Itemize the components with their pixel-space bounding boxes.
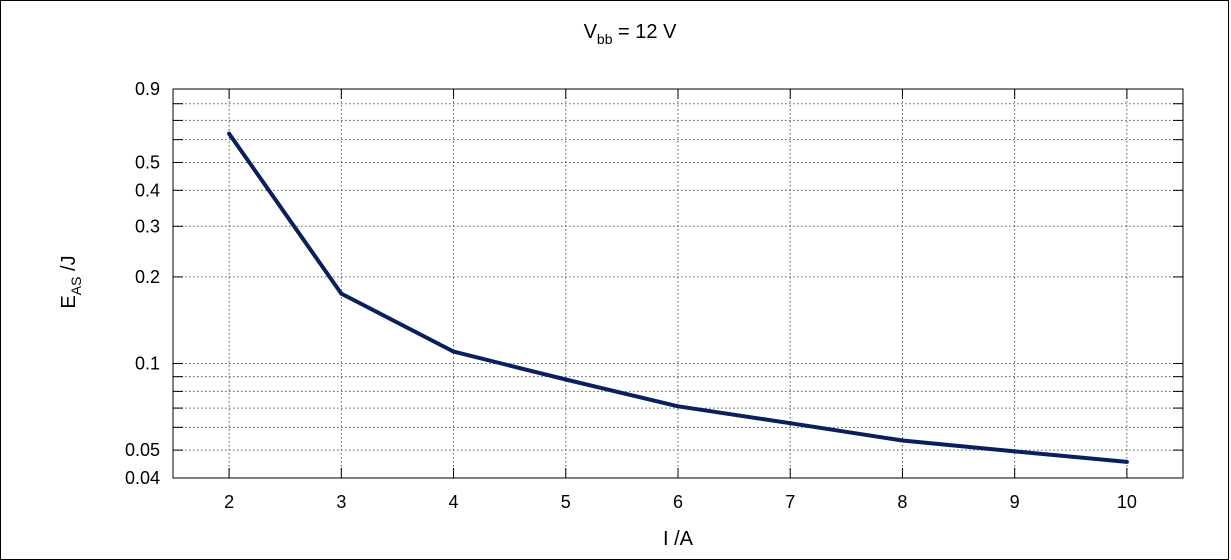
data-point bbox=[451, 349, 456, 354]
data-point bbox=[227, 131, 232, 136]
x-tick-label: 3 bbox=[336, 492, 346, 512]
data-point bbox=[339, 291, 344, 296]
data-point bbox=[563, 377, 568, 382]
y-tick-label: 0.04 bbox=[125, 468, 160, 488]
y-axis-title: EAS /J bbox=[58, 255, 84, 308]
x-tick-label: 2 bbox=[224, 492, 234, 512]
axis-ticks bbox=[173, 88, 1183, 479]
y-tick-label: 0.2 bbox=[135, 267, 160, 287]
chart-title-sub: bb bbox=[597, 31, 613, 47]
y-axis-title-main: E bbox=[58, 295, 80, 308]
data-point bbox=[788, 421, 793, 426]
x-axis-title: I /A bbox=[663, 528, 694, 550]
chart-title-main: V bbox=[584, 21, 598, 43]
grid bbox=[173, 88, 1183, 479]
plot-area bbox=[172, 88, 1184, 479]
x-tick-label: 5 bbox=[561, 492, 571, 512]
data-point bbox=[1012, 449, 1017, 454]
data-point bbox=[1124, 459, 1129, 464]
x-tick-label: 7 bbox=[785, 492, 795, 512]
y-axis-title-sub: AS bbox=[68, 277, 84, 296]
series-layer bbox=[227, 131, 1129, 464]
x-tick-label: 10 bbox=[1117, 492, 1137, 512]
x-tick-label: 4 bbox=[449, 492, 459, 512]
y-tick-label: 0.4 bbox=[135, 180, 160, 200]
x-tick-label: 9 bbox=[1010, 492, 1020, 512]
chart-title: Vbb = 12 V bbox=[584, 21, 678, 47]
y-tick-label: 0.05 bbox=[125, 440, 160, 460]
y-tick-label: 0.9 bbox=[135, 79, 160, 99]
y-tick-label: 0.3 bbox=[135, 216, 160, 236]
chart-title-rest: = 12 V bbox=[612, 21, 677, 43]
y-tick-label: 0.5 bbox=[135, 152, 160, 172]
x-tick-label: 8 bbox=[897, 492, 907, 512]
data-point bbox=[676, 404, 680, 409]
y-axis-title-rest: /J bbox=[58, 255, 80, 276]
x-tick-label: 6 bbox=[673, 492, 683, 512]
tick-labels: 0.04 0.05 0.1 0.2 0.3 0.4 0.5 0.9 2 3 4 5 6 7 8 9 10 bbox=[125, 79, 1137, 512]
data-point bbox=[900, 438, 905, 443]
y-tick-label: 0.1 bbox=[135, 354, 160, 374]
